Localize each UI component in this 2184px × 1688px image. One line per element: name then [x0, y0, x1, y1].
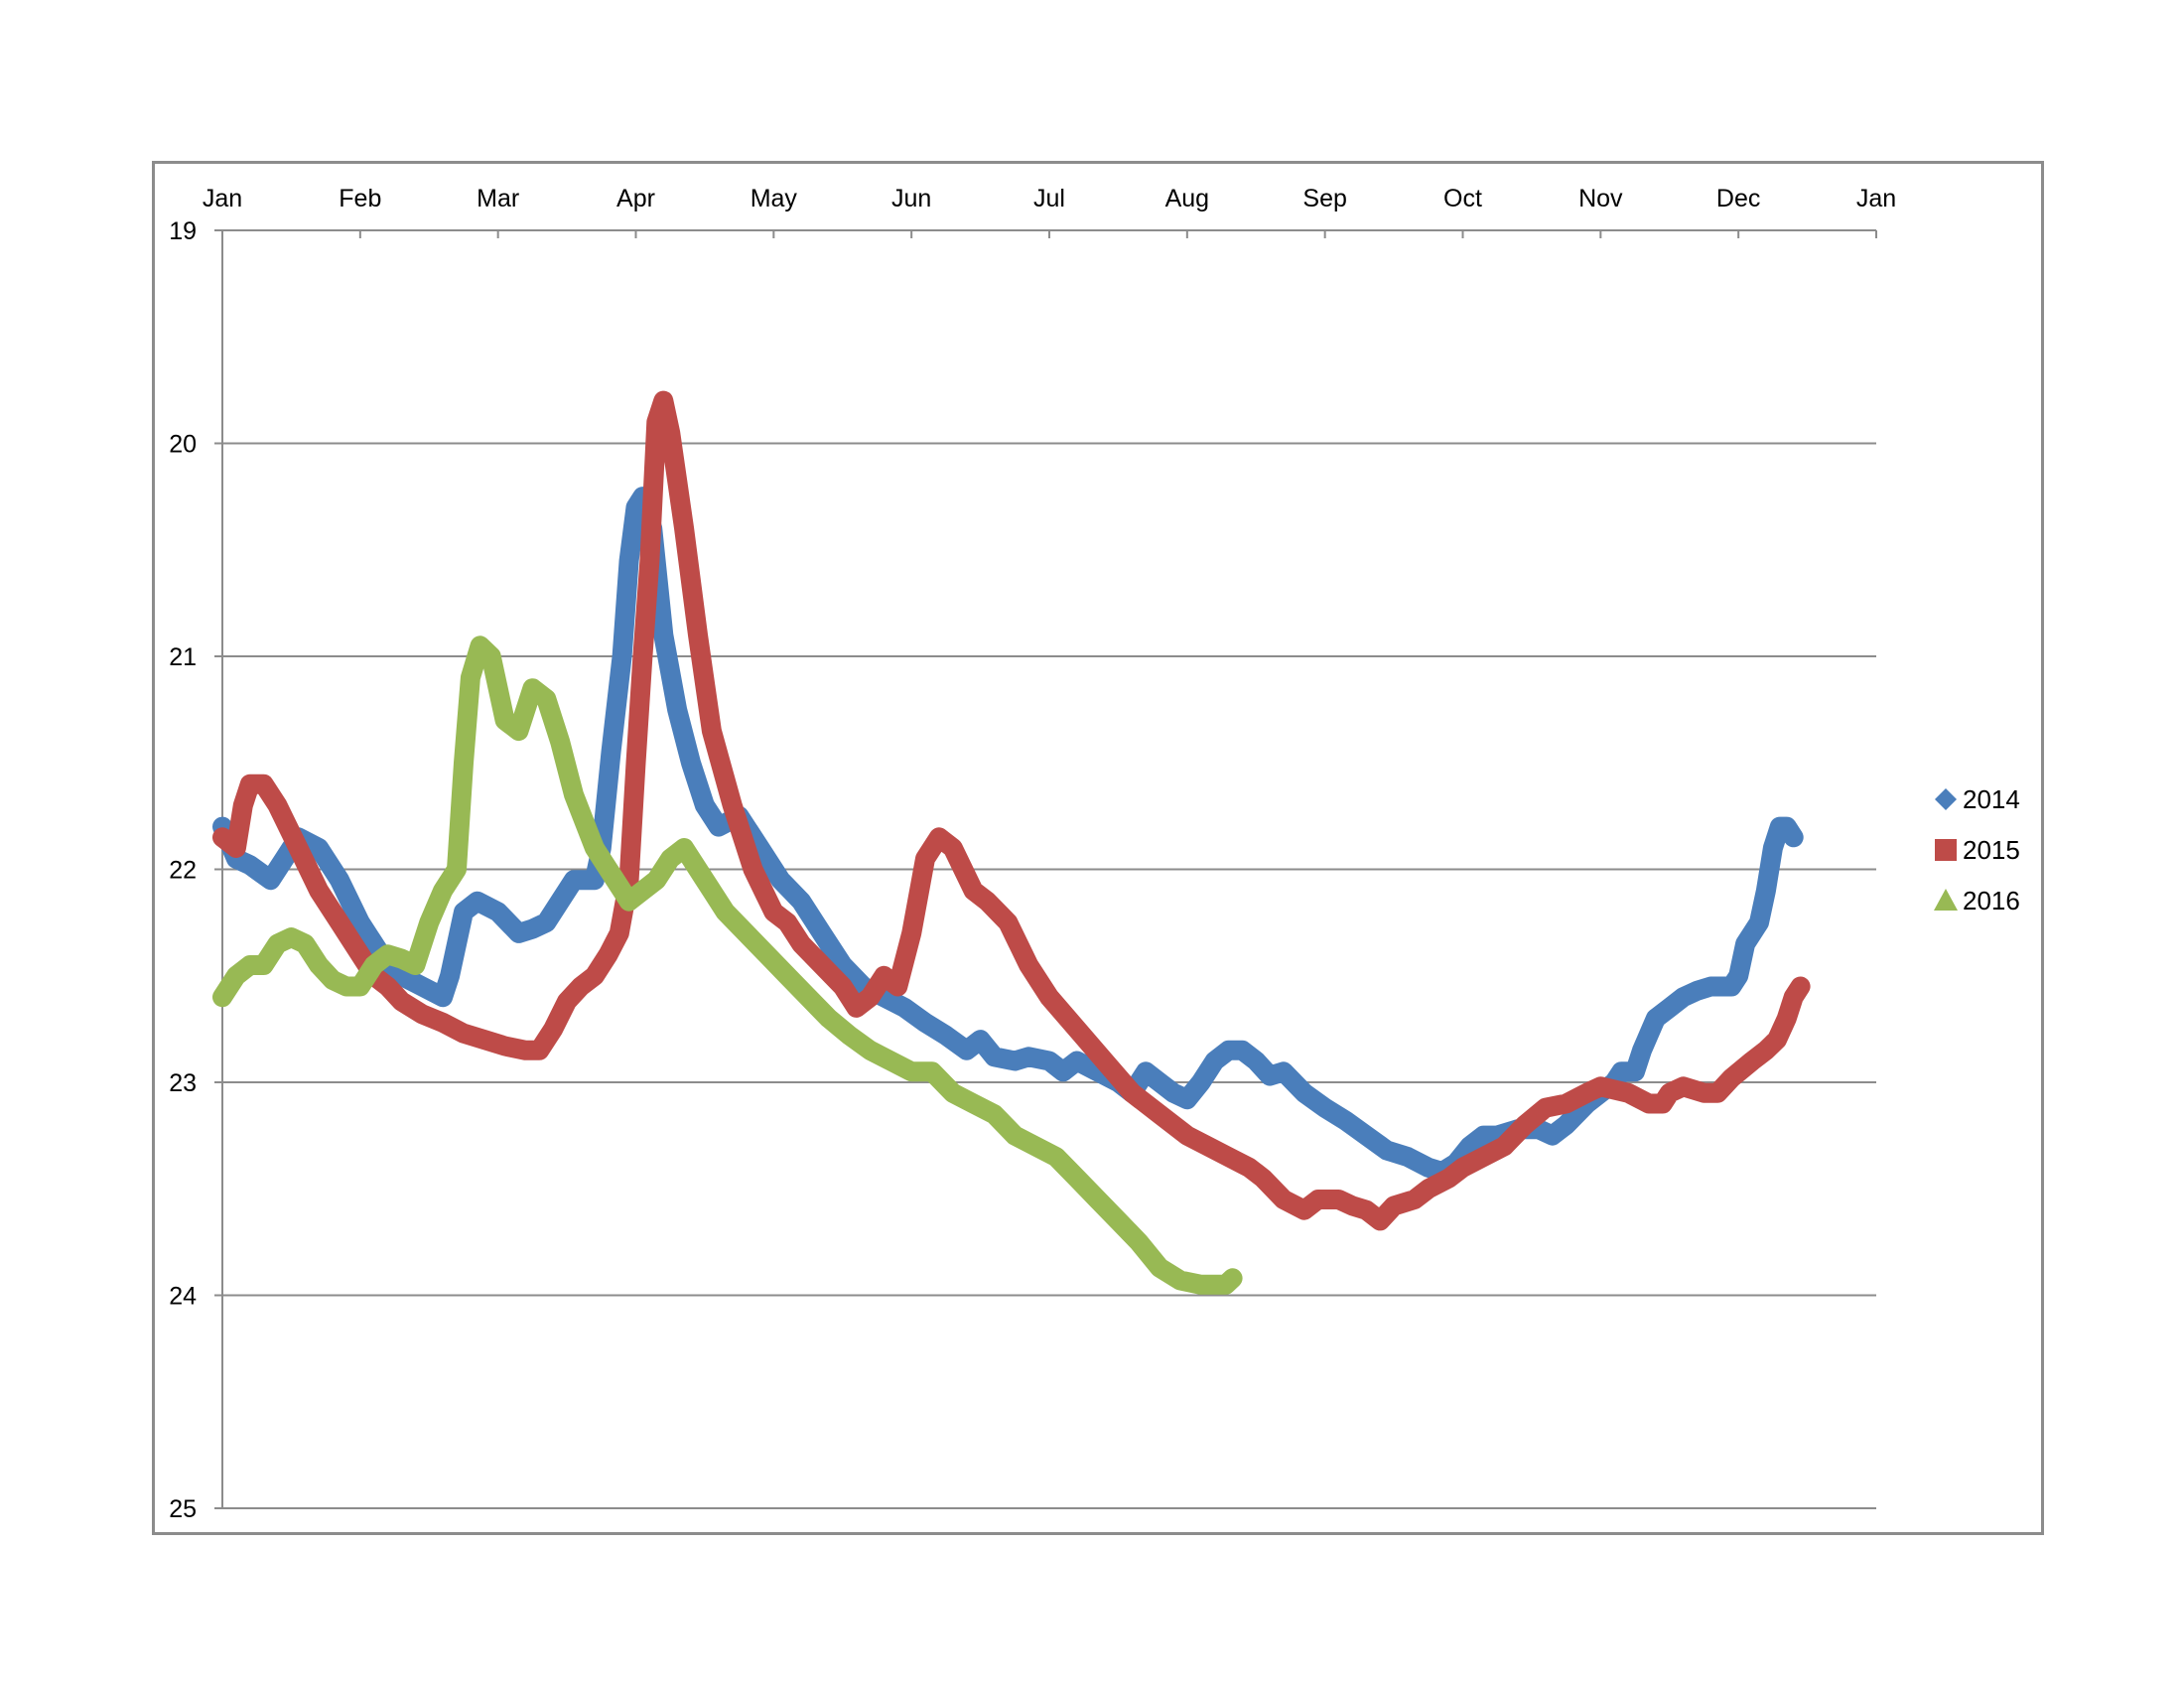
series-line-2016 [212, 635, 1243, 1295]
x-tick-label: Aug [1165, 185, 1209, 212]
y-tick-label: 24 [169, 1283, 197, 1311]
x-tick-label: Nov [1578, 185, 1623, 212]
x-tick-label: Jan [1856, 185, 1896, 212]
legend-marker-square [1935, 839, 1957, 861]
x-tick-label: Jun [891, 185, 931, 212]
series-line-2014 [212, 487, 1804, 1183]
x-tick-label: Oct [1443, 185, 1482, 212]
x-tick-label: Feb [339, 185, 381, 212]
series-lines [212, 390, 1811, 1295]
legend-label-2014: 2014 [1963, 784, 2020, 814]
x-tick-label: Jan [203, 185, 242, 212]
y-tick-label: 23 [169, 1069, 197, 1097]
y-tick-label: 21 [169, 643, 197, 671]
legend-marker-triangle [1934, 889, 1958, 911]
x-tick-label: Apr [616, 185, 655, 212]
axes: 19 20 21 22 23 24 25 Jan Feb Mar Apr May Jun Jul Aug Se… [169, 185, 1896, 1523]
x-tick-label: Mar [477, 185, 519, 212]
x-tick-label: Jul [1033, 185, 1065, 212]
legend-label-2015: 2015 [1963, 835, 2020, 865]
x-tick-label: May [751, 185, 798, 212]
x-tick-label: Sep [1302, 185, 1346, 212]
series-line-2015 [212, 390, 1811, 1231]
y-tick-label: 19 [169, 217, 197, 245]
legend-label-2016: 2016 [1963, 886, 2020, 915]
gridlines [222, 442, 1876, 1509]
y-tick-label: 22 [169, 857, 197, 885]
x-tick-label: Dec [1716, 185, 1760, 212]
y-tick-label: 25 [169, 1495, 197, 1523]
legend: 2014 2015 2016 [1934, 784, 2020, 915]
legend-marker-diamond [1935, 788, 1957, 810]
y-tick-label: 20 [169, 431, 197, 459]
